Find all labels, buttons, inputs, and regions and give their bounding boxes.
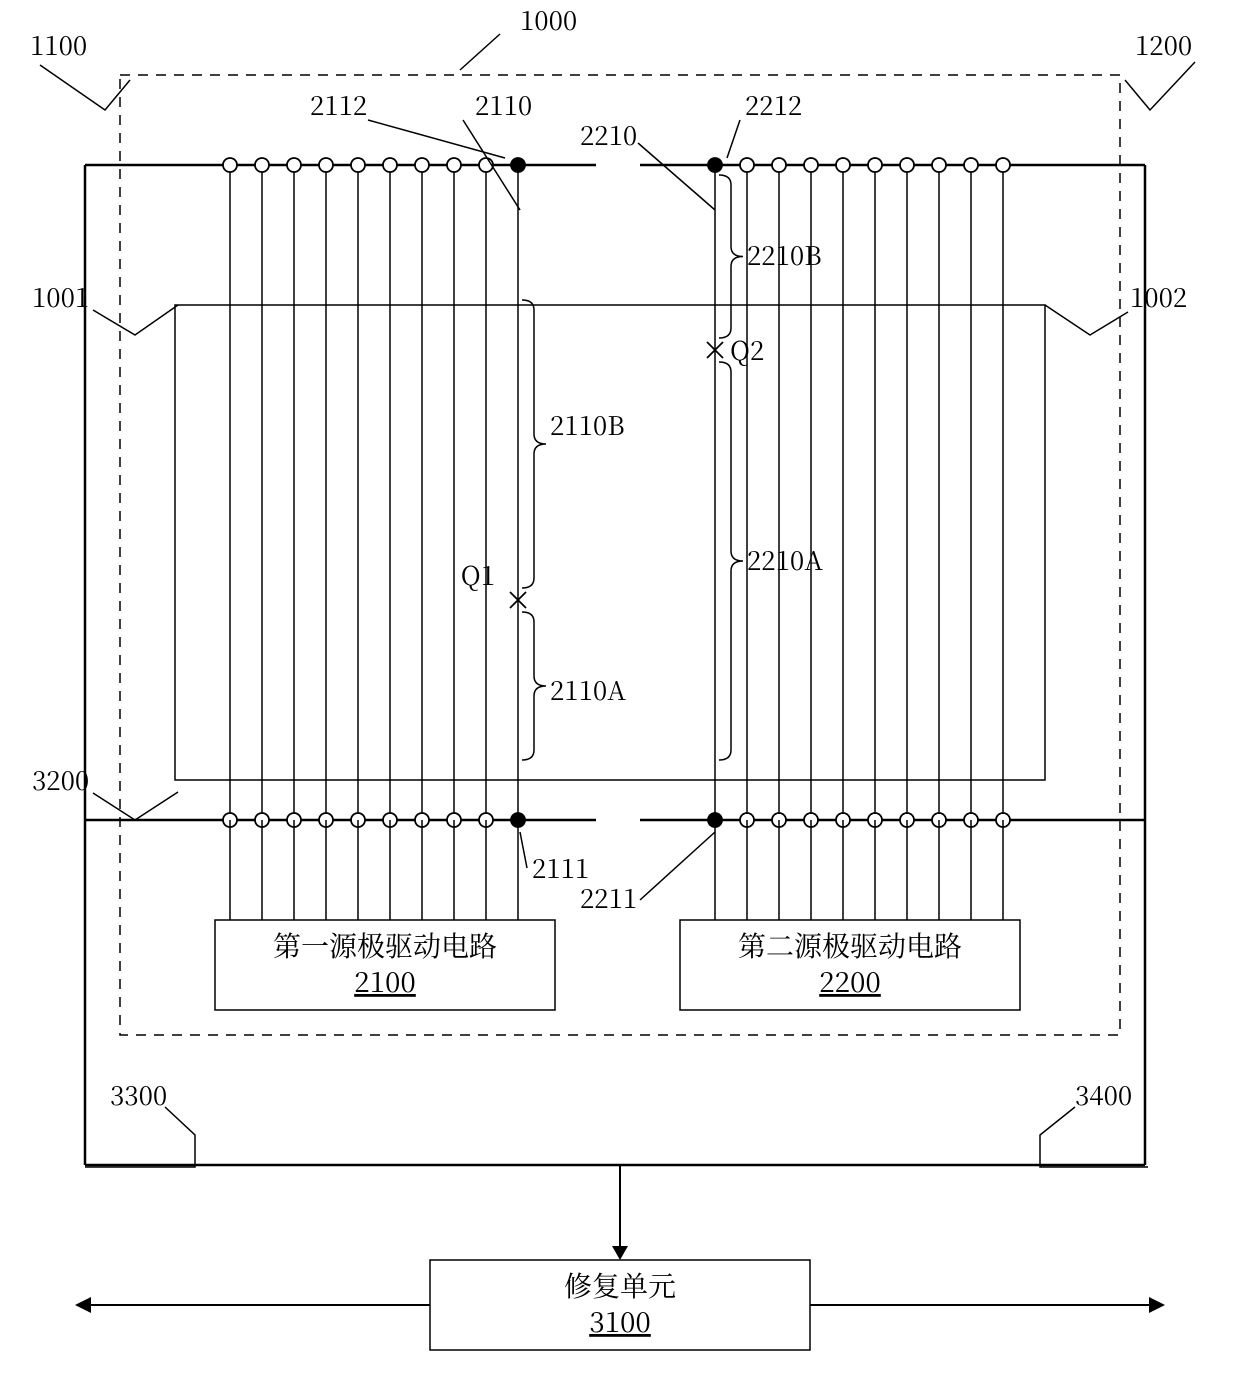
driver-box-2100 xyxy=(215,920,555,1010)
svg-text:1000: 1000 xyxy=(520,1,577,38)
repair-unit-3100 xyxy=(430,1260,810,1350)
svg-text:1200: 1200 xyxy=(1135,26,1192,63)
svg-text:3400: 3400 xyxy=(1075,1076,1132,1113)
svg-text:1001: 1001 xyxy=(32,278,89,315)
svg-text:3200: 3200 xyxy=(32,761,89,798)
svg-text:3300: 3300 xyxy=(110,1076,167,1113)
svg-text:1100: 1100 xyxy=(30,26,87,63)
driver-box-2200 xyxy=(680,920,1020,1010)
display-area xyxy=(175,305,1045,780)
svg-text:1002: 1002 xyxy=(1130,278,1187,315)
